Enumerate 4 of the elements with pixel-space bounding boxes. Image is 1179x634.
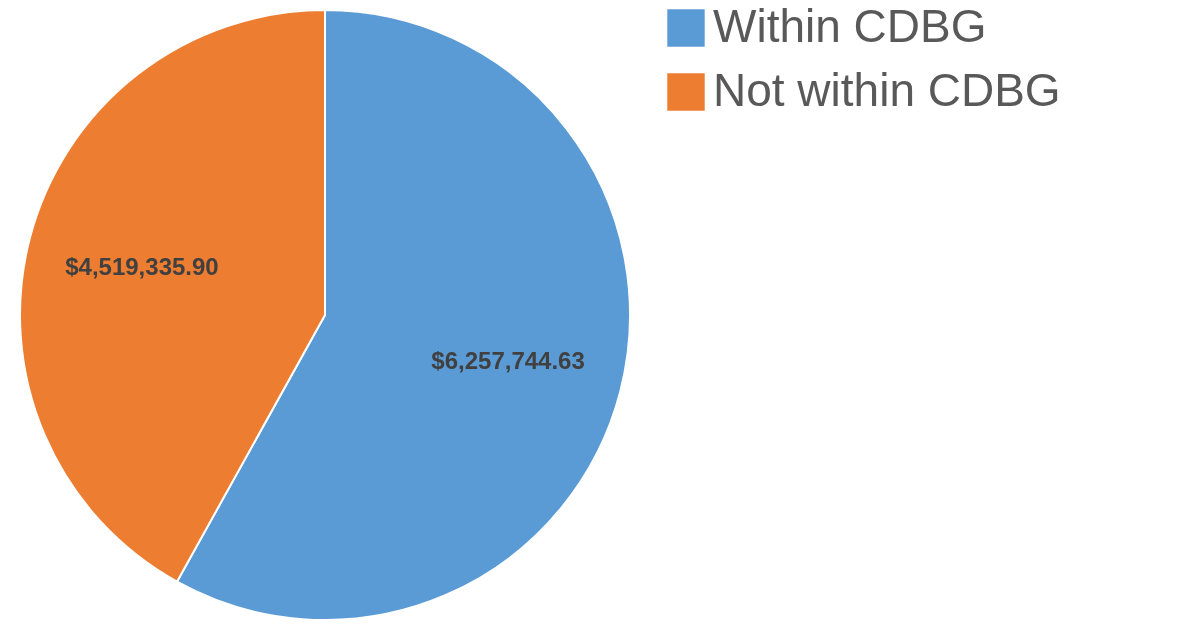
data-label: $6,257,744.63	[431, 347, 585, 375]
legend-label: Not within CDBG	[713, 64, 1061, 116]
legend-label: Within CDBG	[713, 0, 987, 52]
data-label: $4,519,335.90	[65, 252, 219, 280]
